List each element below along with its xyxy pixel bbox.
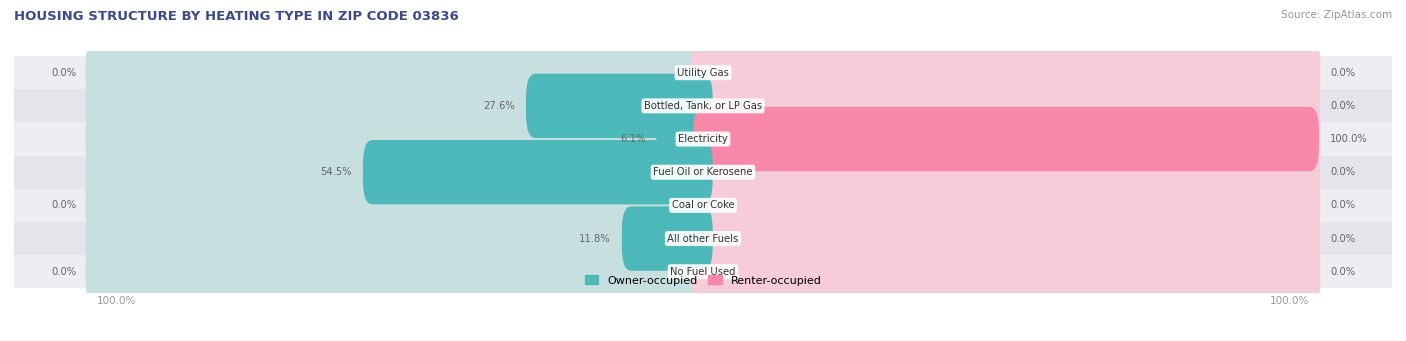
FancyBboxPatch shape <box>692 36 1320 109</box>
Text: 0.0%: 0.0% <box>51 201 76 210</box>
FancyBboxPatch shape <box>86 36 714 109</box>
Text: Electricity: Electricity <box>678 134 728 144</box>
Text: HOUSING STRUCTURE BY HEATING TYPE IN ZIP CODE 03836: HOUSING STRUCTURE BY HEATING TYPE IN ZIP… <box>14 10 458 23</box>
FancyBboxPatch shape <box>86 169 714 241</box>
Text: 100.0%: 100.0% <box>97 296 136 306</box>
Bar <box>14 122 1392 155</box>
FancyBboxPatch shape <box>657 107 713 171</box>
Text: Fuel Oil or Kerosene: Fuel Oil or Kerosene <box>654 167 752 177</box>
FancyBboxPatch shape <box>692 103 1320 175</box>
Text: 0.0%: 0.0% <box>1330 101 1355 111</box>
Bar <box>14 56 1392 89</box>
FancyBboxPatch shape <box>692 70 1320 142</box>
FancyBboxPatch shape <box>692 203 1320 275</box>
FancyBboxPatch shape <box>86 103 714 175</box>
FancyBboxPatch shape <box>692 236 1320 308</box>
Text: All other Fuels: All other Fuels <box>668 234 738 243</box>
Text: 0.0%: 0.0% <box>1330 201 1355 210</box>
Bar <box>14 222 1392 255</box>
Text: 54.5%: 54.5% <box>321 167 352 177</box>
Text: 0.0%: 0.0% <box>1330 167 1355 177</box>
Text: 0.0%: 0.0% <box>51 267 76 277</box>
Bar <box>14 189 1392 222</box>
Text: 0.0%: 0.0% <box>1330 68 1355 78</box>
Text: Source: ZipAtlas.com: Source: ZipAtlas.com <box>1281 10 1392 20</box>
Text: 0.0%: 0.0% <box>1330 234 1355 243</box>
Bar <box>14 155 1392 189</box>
FancyBboxPatch shape <box>692 169 1320 241</box>
FancyBboxPatch shape <box>86 136 714 208</box>
Bar <box>14 255 1392 288</box>
Text: Utility Gas: Utility Gas <box>678 68 728 78</box>
Text: 0.0%: 0.0% <box>1330 267 1355 277</box>
Text: 100.0%: 100.0% <box>1270 296 1309 306</box>
FancyBboxPatch shape <box>693 107 1319 171</box>
Text: 11.8%: 11.8% <box>579 234 610 243</box>
FancyBboxPatch shape <box>86 236 714 308</box>
FancyBboxPatch shape <box>526 74 713 138</box>
FancyBboxPatch shape <box>363 140 713 204</box>
FancyBboxPatch shape <box>621 206 713 271</box>
Text: No Fuel Used: No Fuel Used <box>671 267 735 277</box>
Text: Coal or Coke: Coal or Coke <box>672 201 734 210</box>
Text: Bottled, Tank, or LP Gas: Bottled, Tank, or LP Gas <box>644 101 762 111</box>
FancyBboxPatch shape <box>86 70 714 142</box>
Text: 6.1%: 6.1% <box>620 134 645 144</box>
Legend: Owner-occupied, Renter-occupied: Owner-occupied, Renter-occupied <box>581 271 825 290</box>
FancyBboxPatch shape <box>692 136 1320 208</box>
Bar <box>14 89 1392 122</box>
Text: 0.0%: 0.0% <box>51 68 76 78</box>
Text: 27.6%: 27.6% <box>484 101 515 111</box>
FancyBboxPatch shape <box>86 203 714 275</box>
Text: 100.0%: 100.0% <box>1330 134 1368 144</box>
